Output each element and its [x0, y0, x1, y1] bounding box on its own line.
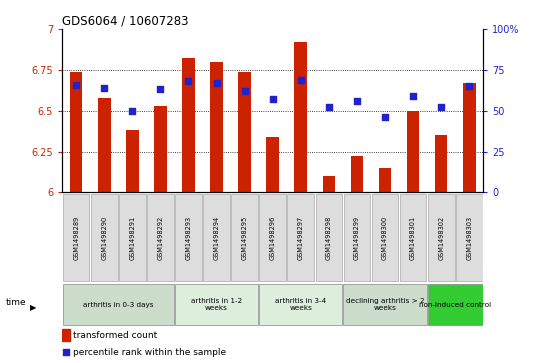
Text: GSM1498289: GSM1498289	[73, 216, 79, 260]
Bar	[379, 168, 392, 192]
Bar	[70, 72, 83, 192]
Bar	[435, 135, 448, 192]
Bar	[62, 329, 70, 341]
Point	[381, 114, 389, 120]
Text: arthritis in 1-2
weeks: arthritis in 1-2 weeks	[191, 298, 242, 311]
Point	[296, 77, 305, 82]
Text: GSM1498292: GSM1498292	[157, 216, 164, 260]
Bar	[294, 42, 307, 192]
Point	[240, 88, 249, 94]
Text: arthritis in 3-4
weeks: arthritis in 3-4 weeks	[275, 298, 326, 311]
Bar	[287, 194, 314, 281]
Bar	[372, 194, 399, 281]
Text: percentile rank within the sample: percentile rank within the sample	[73, 348, 227, 357]
Point	[100, 85, 109, 91]
Point	[219, 275, 227, 281]
Text: transformed count: transformed count	[73, 331, 158, 340]
Bar	[210, 62, 223, 192]
Text: GSM1498299: GSM1498299	[354, 216, 360, 260]
Text: GSM1498290: GSM1498290	[101, 216, 107, 260]
Text: GDS6064 / 10607283: GDS6064 / 10607283	[62, 15, 188, 28]
Bar	[175, 194, 202, 281]
Text: GSM1498298: GSM1498298	[326, 216, 332, 260]
Bar	[231, 194, 258, 281]
Bar	[266, 137, 279, 192]
Bar	[154, 106, 167, 192]
Bar	[407, 111, 420, 192]
Bar	[203, 194, 230, 281]
Point	[72, 82, 80, 87]
Text: GSM1498301: GSM1498301	[410, 216, 416, 260]
Bar	[322, 176, 335, 192]
Bar	[315, 194, 342, 281]
Point	[184, 78, 193, 84]
Point	[128, 108, 137, 114]
Text: GSM1498300: GSM1498300	[382, 216, 388, 260]
Point	[465, 83, 474, 89]
Point	[409, 93, 417, 99]
Text: GSM1498293: GSM1498293	[185, 216, 192, 260]
Bar	[63, 194, 90, 281]
Text: GSM1498295: GSM1498295	[241, 216, 248, 260]
Text: ▶: ▶	[30, 303, 36, 311]
Bar	[63, 285, 174, 325]
Text: GSM1498291: GSM1498291	[129, 216, 136, 260]
Bar	[175, 285, 258, 325]
Bar	[343, 285, 427, 325]
Point	[325, 105, 333, 110]
Point	[212, 80, 221, 86]
Text: GSM1498302: GSM1498302	[438, 216, 444, 260]
Bar	[98, 98, 111, 192]
Bar	[428, 285, 483, 325]
Text: GSM1498303: GSM1498303	[466, 216, 472, 260]
Bar	[259, 285, 342, 325]
Bar	[238, 72, 251, 192]
Bar	[400, 194, 427, 281]
Point	[156, 86, 165, 92]
Text: declining arthritis > 2
weeks: declining arthritis > 2 weeks	[346, 298, 424, 311]
Bar	[343, 194, 370, 281]
Text: GSM1498294: GSM1498294	[213, 216, 220, 260]
Text: GSM1498296: GSM1498296	[269, 216, 276, 260]
Point	[353, 98, 361, 104]
Bar	[350, 156, 363, 192]
Bar	[126, 130, 139, 192]
Bar	[428, 194, 455, 281]
Text: time: time	[5, 298, 26, 307]
Bar	[147, 194, 174, 281]
Bar	[456, 194, 483, 281]
Bar	[182, 58, 195, 192]
Bar	[259, 194, 286, 281]
Text: non-induced control: non-induced control	[419, 302, 491, 308]
Bar	[463, 83, 476, 192]
Bar	[91, 194, 118, 281]
Text: arthritis in 0-3 days: arthritis in 0-3 days	[83, 302, 153, 308]
Point	[268, 96, 277, 102]
Bar	[119, 194, 146, 281]
Text: GSM1498297: GSM1498297	[298, 216, 304, 260]
Point	[437, 105, 445, 110]
